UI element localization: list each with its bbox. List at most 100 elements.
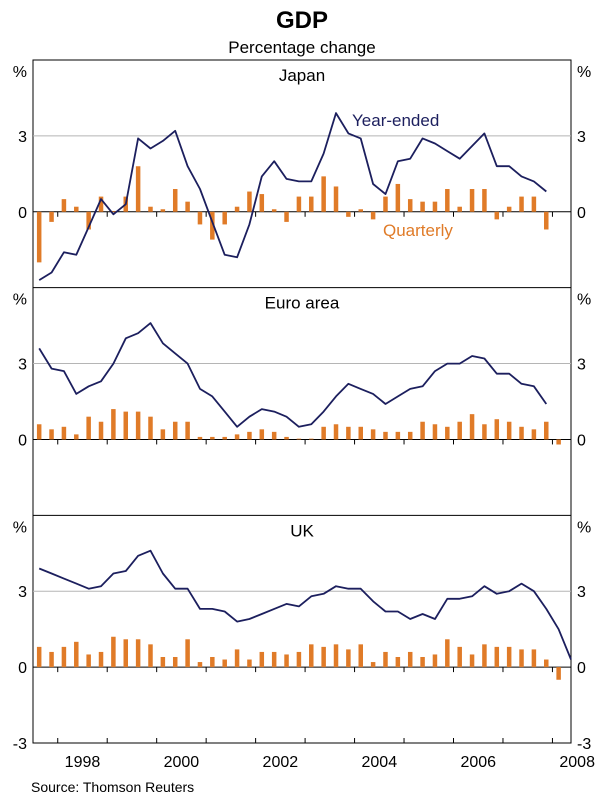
unit-label-left: % [13, 292, 27, 309]
quarterly-bar [321, 176, 326, 212]
panel-title: UK [290, 521, 314, 540]
quarterly-bar [383, 431, 388, 440]
unit-label-right: % [577, 519, 591, 536]
quarterly-bar [420, 421, 425, 440]
quarterly-bar [457, 421, 462, 440]
quarterly-bar [148, 206, 153, 212]
quarterly-bar [160, 429, 166, 440]
quarterly-bar [531, 196, 537, 212]
quarterly-bar [346, 649, 351, 668]
quarterly-bar [210, 211, 215, 240]
quarterly-bar [432, 424, 438, 440]
quarterly-bar [494, 419, 500, 440]
quarterly-bar [210, 656, 215, 668]
quarterly-bar [544, 659, 549, 668]
quarterly-bar [172, 421, 178, 440]
quarterly-bar [222, 436, 227, 440]
legend-year-ended: Year-ended [352, 111, 439, 130]
quarterly-bar [296, 651, 302, 668]
legend-quarterly: Quarterly [383, 221, 453, 240]
quarterly-bar [234, 206, 240, 212]
y-tick-label-left: 0 [18, 432, 27, 449]
x-tick-label: 2004 [362, 754, 398, 771]
quarterly-bar [111, 636, 116, 668]
quarterly-bar [123, 639, 129, 668]
quarterly-bar [445, 639, 450, 668]
y-tick-label-right: 3 [577, 357, 586, 374]
quarterly-bar [123, 411, 129, 440]
quarterly-bar [172, 656, 178, 668]
quarterly-bar [234, 649, 240, 668]
quarterly-bar [494, 211, 500, 220]
quarterly-bar [482, 189, 487, 212]
year-ended-line [38, 322, 548, 428]
quarterly-bar [346, 211, 351, 217]
quarterly-bar [358, 644, 363, 668]
quarterly-bar [556, 667, 561, 680]
x-tick-label: 2008 [559, 754, 595, 771]
quarterly-bar [98, 196, 104, 212]
year-ended-line [38, 112, 547, 281]
quarterly-bar [74, 641, 79, 668]
chart-title: GDP [276, 7, 328, 34]
quarterly-bar [457, 646, 462, 668]
quarterly-bar [185, 201, 190, 212]
quarterly-bar [420, 656, 425, 668]
quarterly-bar [383, 196, 388, 212]
quarterly-bar [36, 211, 42, 263]
quarterly-bar [234, 434, 240, 440]
quarterly-bar [544, 211, 549, 230]
quarterly-bar [172, 189, 178, 212]
unit-label-left: % [13, 64, 27, 81]
quarterly-bar [309, 644, 314, 668]
quarterly-bar [531, 429, 537, 440]
quarterly-bar [111, 210, 116, 212]
quarterly-bar [358, 209, 363, 212]
quarterly-bar [519, 649, 524, 668]
quarterly-bar [321, 426, 326, 440]
quarterly-bar [457, 206, 462, 212]
x-tick-label: 2000 [164, 754, 200, 771]
quarterly-bar [506, 421, 512, 440]
quarterly-bar [247, 191, 252, 212]
quarterly-bar [432, 654, 438, 668]
quarterly-bar [469, 189, 475, 212]
quarterly-bar [445, 189, 450, 212]
quarterly-bar [395, 431, 401, 440]
quarterly-bar [160, 656, 166, 668]
quarterly-bar [148, 416, 153, 440]
quarterly-bar [74, 434, 79, 440]
quarterly-bar [333, 424, 339, 440]
quarterly-bar [420, 201, 425, 212]
y-tick-label-right: 3 [577, 584, 586, 601]
y-tick-label-right: 0 [577, 660, 586, 677]
quarterly-bar [86, 211, 91, 230]
quarterly-bar [445, 426, 450, 440]
quarterly-bar [111, 409, 116, 440]
quarterly-bar [284, 436, 289, 440]
chart-subtitle: Percentage change [228, 38, 375, 57]
quarterly-bar [86, 654, 91, 668]
quarterly-bar [395, 656, 401, 668]
quarterly-bar [506, 646, 512, 668]
quarterly-bar [197, 662, 203, 668]
quarterly-bar [482, 424, 487, 440]
panel-title: Japan [279, 66, 325, 85]
quarterly-bar [98, 421, 104, 440]
panel-title: Euro area [265, 294, 340, 313]
quarterly-bar [271, 209, 277, 212]
quarterly-bar [36, 646, 42, 668]
quarterly-bar [370, 662, 376, 668]
x-tick-label: 1998 [65, 754, 101, 771]
quarterly-bar [358, 426, 363, 440]
quarterly-bar [135, 411, 141, 440]
quarterly-bar [407, 199, 413, 212]
unit-label-left: % [13, 519, 27, 536]
quarterly-bar [49, 211, 54, 222]
quarterly-bar [333, 644, 339, 668]
quarterly-bar [61, 199, 67, 212]
quarterly-bar [469, 414, 475, 440]
quarterly-bar [519, 426, 524, 440]
quarterly-bar [296, 196, 302, 212]
quarterly-bar [309, 438, 314, 440]
